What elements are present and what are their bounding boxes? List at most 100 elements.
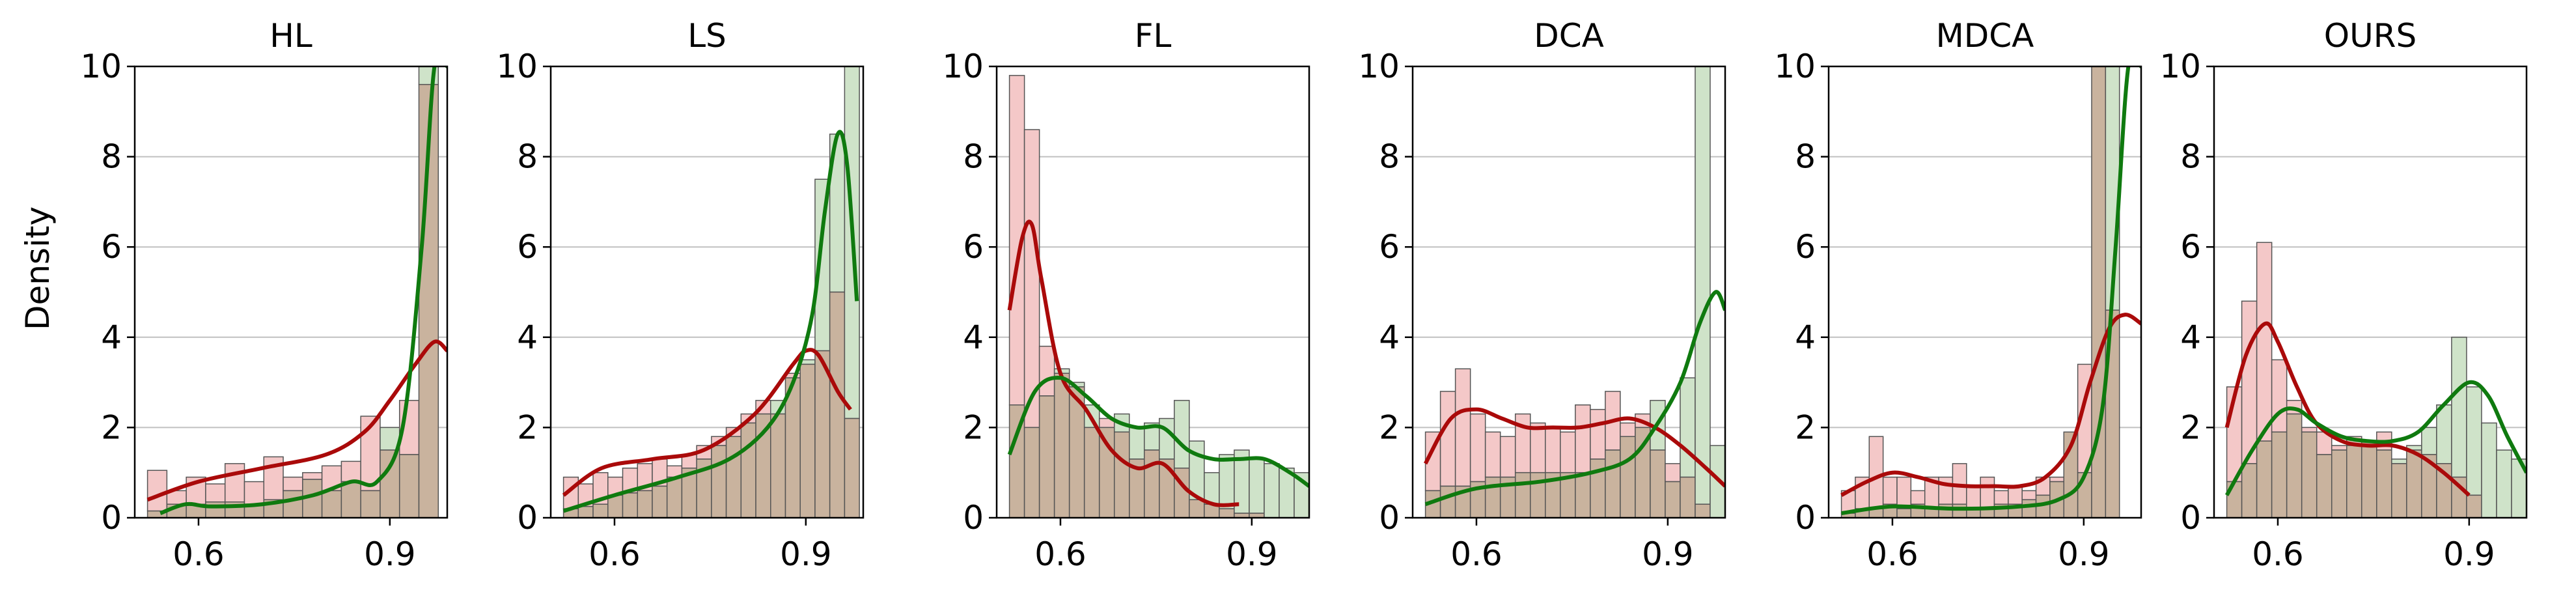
overlap-bar	[1083, 427, 1100, 518]
overlap-bar	[1952, 503, 1967, 518]
incorrect-bar	[1575, 404, 1591, 473]
overlap-bar	[740, 422, 756, 518]
axes-frame	[2213, 65, 2528, 519]
y-tick-label: 2	[1379, 408, 1400, 446]
x-tick-label: 0.6	[1034, 535, 1087, 573]
correct-bar	[1129, 427, 1145, 460]
bars	[1008, 75, 1309, 518]
overlap-bar	[1514, 472, 1531, 518]
incorrect-bar	[1590, 408, 1606, 460]
overlap-bar	[1575, 472, 1591, 518]
incorrect-bar	[283, 476, 303, 492]
panel-title: MDCA	[1936, 17, 2034, 55]
correct-kde-line	[1424, 290, 1725, 507]
x-tick-label: 0.9	[1226, 535, 1278, 573]
axes-frame	[549, 65, 865, 519]
y-tick-label: 0	[1795, 499, 1816, 537]
overlap-bar	[2316, 454, 2333, 518]
incorrect-bar	[1993, 490, 2009, 505]
overlap-bar	[622, 492, 638, 518]
y-tick-label: 10	[80, 48, 122, 85]
incorrect-kde-line	[146, 339, 447, 502]
overlap-bar	[1053, 373, 1070, 518]
overlap-bar	[1665, 481, 1681, 518]
bars	[146, 66, 439, 518]
y-tick-label: 6	[1379, 228, 1400, 266]
y-tick-label: 8	[517, 138, 538, 176]
overlap-bar	[2361, 440, 2377, 518]
correct-bar	[2451, 337, 2467, 478]
x-tick-label: 0.9	[364, 535, 416, 573]
incorrect-kde-line	[1840, 313, 2141, 497]
incorrect-bar	[1980, 476, 1995, 509]
overlap-bar	[1038, 395, 1055, 518]
panel-hl: HL 0 2 4 6 8 10 0.6 0.9	[80, 17, 449, 573]
overlap-bar	[2406, 449, 2422, 518]
x-tick-label: 0.9	[1642, 535, 1694, 573]
overlap-bar	[2286, 413, 2303, 518]
correct-bar	[2496, 449, 2512, 518]
y-tick-label: 2	[101, 408, 122, 446]
correct-bar	[1695, 66, 1711, 505]
overlap-bar	[1605, 449, 1621, 518]
overlap-bar	[607, 494, 624, 518]
x-tick-label: 0.6	[2252, 535, 2304, 573]
overlap-bar	[283, 490, 303, 518]
overlap-bar	[360, 490, 381, 518]
bars	[1424, 66, 1725, 518]
correct-bar	[2391, 458, 2407, 464]
overlap-bar	[2271, 431, 2288, 518]
incorrect-bar	[1620, 422, 1636, 438]
overlap-bar	[1924, 508, 1939, 518]
axes-frame	[133, 65, 449, 519]
incorrect-bar	[1882, 476, 1898, 505]
y-tick-label: 10	[942, 48, 984, 85]
overlap-bar	[1650, 449, 1666, 518]
y-tick-label: 6	[2180, 228, 2201, 266]
x-tick-label: 0.6	[1866, 535, 1918, 573]
overlap-bar	[1620, 436, 1636, 518]
panel-title: DCA	[1534, 17, 1604, 55]
panel-title: LS	[687, 17, 727, 55]
incorrect-bar	[1469, 413, 1486, 483]
axes-frame	[995, 65, 1310, 519]
overlap-bar	[577, 505, 594, 518]
y-axis-label: Density	[19, 206, 57, 330]
y-tick-label: 2	[2180, 408, 2201, 446]
overlap-bar	[205, 501, 226, 518]
overlap-bar	[725, 436, 742, 518]
y-tick-label: 0	[517, 499, 538, 537]
correct-bar	[1189, 440, 1205, 501]
overlap-bar	[2391, 463, 2407, 518]
incorrect-bar	[1560, 431, 1576, 473]
panel-title: FL	[1135, 17, 1172, 55]
y-tick-label: 10	[1358, 48, 1400, 85]
correct-bar	[1204, 472, 1220, 505]
correct-bar	[1159, 417, 1175, 460]
overlap-bar	[1695, 503, 1711, 518]
y-tick-label: 2	[517, 408, 538, 446]
y-tick-label: 0	[2180, 499, 2201, 537]
panel-mdca: MDCA 0 2 4 6 8 10 0.6 0.9	[1774, 17, 2142, 573]
incorrect-bar	[1545, 427, 1561, 473]
y-tick-label: 10	[1774, 48, 1816, 85]
overlap-bar	[1680, 476, 1696, 518]
y-tick-label: 6	[101, 228, 122, 266]
y-tick-label: 10	[2159, 48, 2201, 85]
overlap-bar	[1439, 485, 1456, 518]
y-tick-label: 0	[1379, 499, 1400, 537]
correct-bar	[1219, 454, 1235, 509]
overlap-bar	[829, 291, 846, 518]
incorrect-kde-line	[1423, 407, 1725, 488]
overlap-bar	[1113, 431, 1130, 518]
incorrect-bar	[1938, 476, 1954, 505]
axes-frame	[1411, 65, 1726, 519]
correct-kde-line	[562, 130, 859, 513]
overlap-bar	[637, 490, 653, 518]
incorrect-bar	[205, 483, 226, 503]
incorrect-bar	[1529, 422, 1546, 473]
overlap-bar	[2241, 463, 2258, 518]
incorrect-bar	[1499, 436, 1516, 478]
overlap-bar	[2346, 445, 2362, 518]
y-tick-label: 2	[1795, 408, 1816, 446]
